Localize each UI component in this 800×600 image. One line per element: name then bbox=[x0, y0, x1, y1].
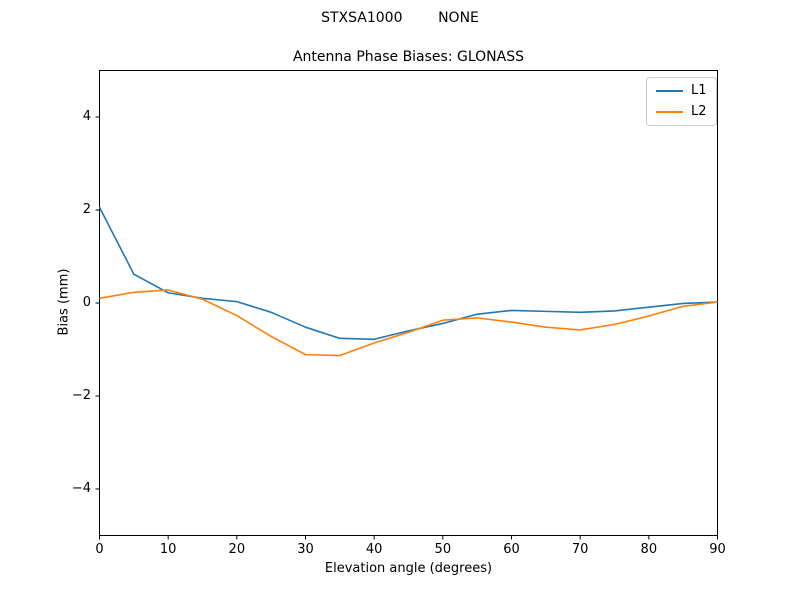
legend-line-swatch bbox=[656, 89, 683, 92]
legend-item-l2: L2 bbox=[656, 104, 707, 119]
legend-line-swatch bbox=[656, 110, 683, 113]
x-tick-label: 0 bbox=[95, 542, 104, 557]
legend-item-l1: L1 bbox=[656, 83, 707, 98]
x-tick-label: 60 bbox=[503, 542, 520, 557]
x-tick-label: 90 bbox=[709, 542, 726, 557]
x-tick-label: 30 bbox=[297, 542, 314, 557]
y-tick-label: 0 bbox=[82, 295, 91, 310]
x-tick-label: 10 bbox=[159, 542, 177, 557]
y-tick-label: −4 bbox=[71, 481, 91, 496]
legend: L1 L2 bbox=[646, 77, 717, 126]
y-tick-label: −2 bbox=[71, 388, 91, 403]
y-tick-label: 4 bbox=[82, 109, 91, 124]
figure-suptitle: STXSA1000 NONE bbox=[321, 10, 479, 26]
x-tick-label: 70 bbox=[571, 542, 589, 557]
x-tick-label: 50 bbox=[434, 542, 452, 557]
y-tick-label: 2 bbox=[82, 202, 91, 217]
x-tick-label: 40 bbox=[365, 542, 383, 557]
x-tick-label: 20 bbox=[228, 542, 246, 557]
x-axis-label: Elevation angle (degrees) bbox=[324, 561, 493, 576]
legend-label: L1 bbox=[691, 83, 707, 98]
axes-frame bbox=[99, 70, 718, 536]
legend-label: L2 bbox=[691, 104, 707, 119]
series-line-l2 bbox=[99, 289, 718, 357]
chart-title: Antenna Phase Biases: GLONASS bbox=[292, 49, 524, 65]
x-tick-label: 80 bbox=[640, 542, 658, 557]
series-line-l1 bbox=[98, 206, 718, 341]
